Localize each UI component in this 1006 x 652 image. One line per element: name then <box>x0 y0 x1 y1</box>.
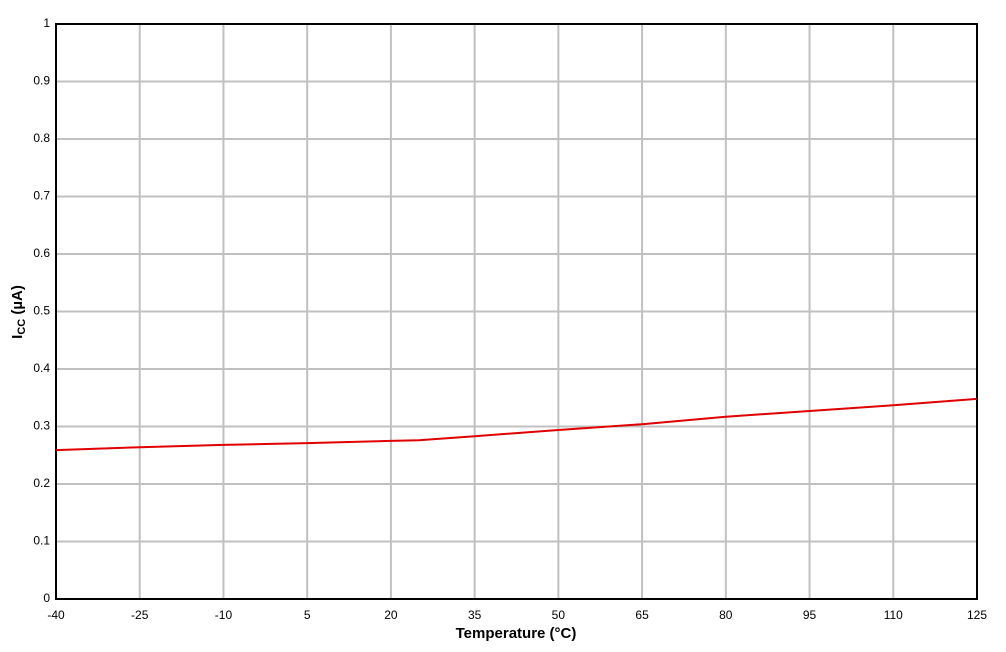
y-tick-label: 0.9 <box>33 74 50 88</box>
x-tick-label: -25 <box>131 608 149 622</box>
y-axis-title-sub: CC <box>16 319 28 335</box>
x-tick-label: 110 <box>884 608 903 622</box>
y-tick-label: 0.7 <box>33 189 50 203</box>
y-tick-label: 0.2 <box>33 476 50 490</box>
y-tick-label: 0.8 <box>33 131 50 145</box>
x-tick-label: 125 <box>967 608 987 622</box>
y-tick-label: 0 <box>43 591 50 605</box>
y-tick-label: 0.6 <box>33 246 50 260</box>
y-axis-title: ICC (µA) <box>9 285 28 339</box>
y-axis-title-unit: (µA) <box>9 285 26 319</box>
y-tick-label: 0.4 <box>33 361 50 375</box>
plot-frame <box>55 23 978 600</box>
x-tick-label: 95 <box>803 608 817 622</box>
y-tick-label: 0.3 <box>33 419 50 433</box>
x-tick-label: -40 <box>47 608 65 622</box>
x-axis-title: Temperature (°C) <box>456 625 577 642</box>
y-tick-label: 0.5 <box>33 304 50 318</box>
y-tick-label: 1 <box>43 16 50 30</box>
x-tick-label: 50 <box>552 608 566 622</box>
data-line <box>55 397 978 452</box>
y-tick-label: 0.1 <box>33 534 50 548</box>
x-tick-label: 80 <box>719 608 733 622</box>
x-tick-label: 20 <box>384 608 398 622</box>
y-axis-title-main: I <box>9 335 26 339</box>
x-tick-label: 65 <box>635 608 649 622</box>
x-tick-label: -10 <box>215 608 233 622</box>
x-tick-label: 5 <box>304 608 311 622</box>
x-tick-label: 35 <box>468 608 482 622</box>
